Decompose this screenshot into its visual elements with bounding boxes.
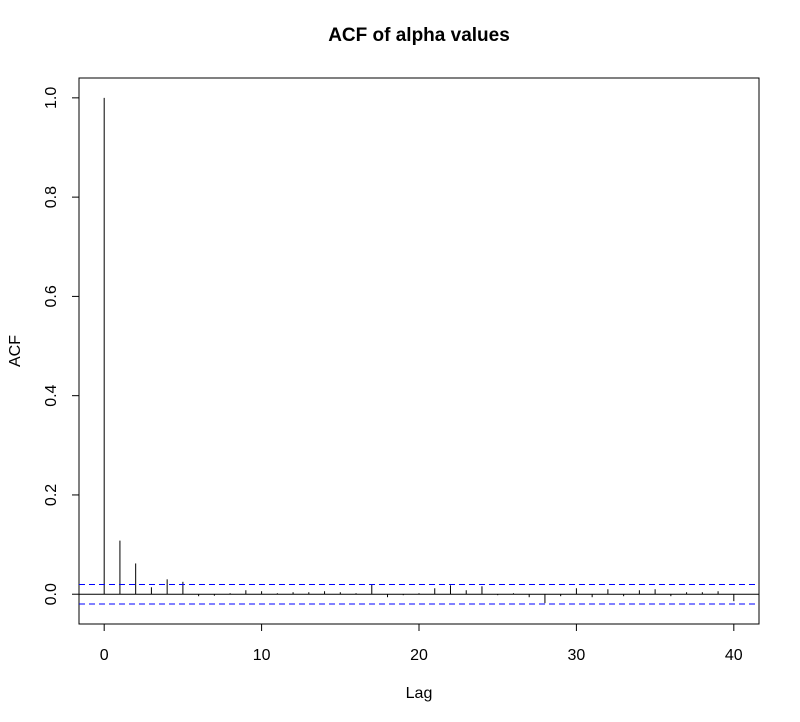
reference-lines (79, 583, 759, 605)
x-tick-label: 20 (410, 647, 428, 664)
y-tick-label: 0.2 (43, 484, 60, 506)
y-tick-label: 0.6 (43, 285, 60, 307)
y-tick-label: 0.0 (43, 583, 60, 605)
y-tick-label: 1.0 (43, 87, 60, 109)
y-tick-label: 0.4 (43, 384, 60, 406)
x-axis: 0 10 20 30 40 (100, 623, 743, 664)
x-tick-label: 0 (100, 647, 109, 664)
plot-frame (78, 77, 760, 625)
chart-title: ACF of alpha values (328, 25, 510, 46)
x-axis-label: Lag (406, 685, 433, 702)
y-tick-label: 0.8 (43, 186, 60, 208)
acf-bars (103, 97, 735, 604)
y-axis-label: ACF (7, 335, 24, 367)
x-tick-label: 10 (253, 647, 271, 664)
y-axis: 0.0 0.2 0.4 0.6 0.8 1.0 (43, 87, 80, 605)
x-tick-label: 40 (725, 647, 743, 664)
x-tick-label: 30 (568, 647, 586, 664)
